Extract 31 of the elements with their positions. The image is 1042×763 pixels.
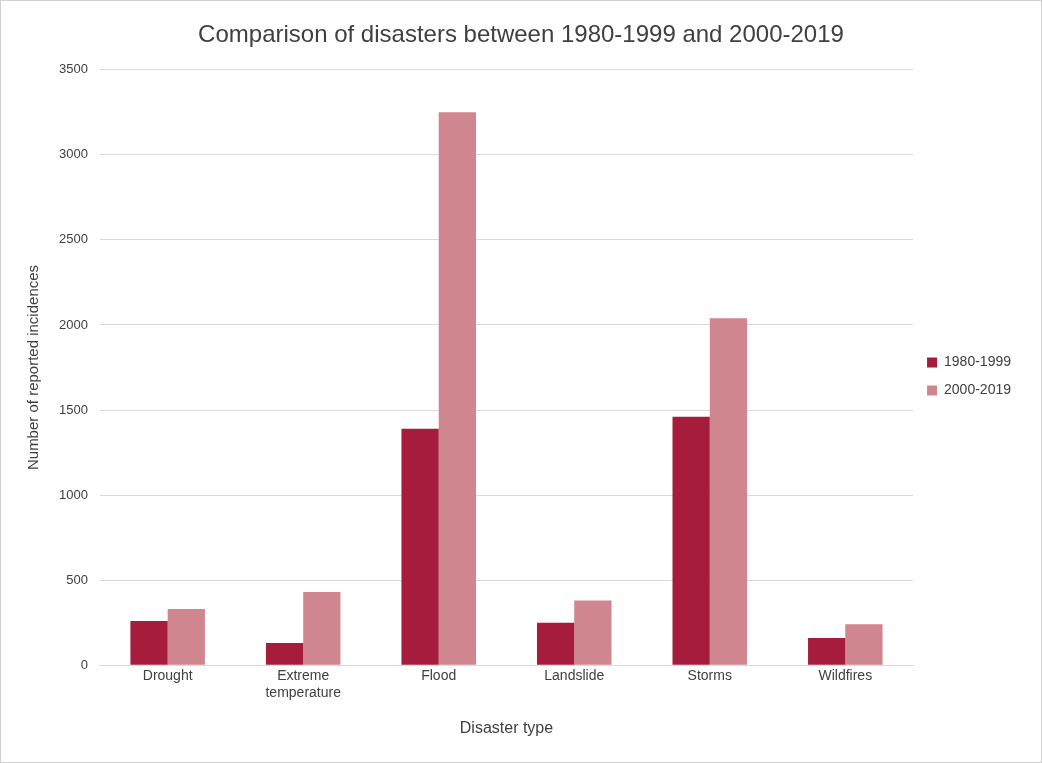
bar [265, 643, 304, 665]
x-tick-label: Extreme temperature [265, 667, 342, 701]
y-tick-label: 3000 [59, 146, 88, 162]
legend-label: 1980-1999 [944, 353, 1012, 370]
bar [167, 609, 205, 665]
bar [303, 592, 341, 665]
bar [574, 600, 612, 665]
bar [709, 318, 748, 665]
bar [672, 416, 710, 665]
x-tick-label: Landslide [544, 667, 605, 684]
y-tick-label: 2500 [59, 231, 88, 247]
bar [845, 624, 883, 665]
x-tick-label: Wildfires [818, 667, 873, 684]
y-tick-label: 1000 [59, 486, 88, 502]
y-tick-label: 500 [66, 571, 88, 587]
x-tick-label: Storms [687, 667, 732, 684]
bar [401, 428, 439, 665]
y-tick-label: 3500 [59, 61, 88, 77]
bar [130, 620, 168, 665]
bar [536, 622, 575, 665]
y-tick-label: 0 [80, 656, 88, 672]
x-tick-label: Flood [421, 667, 457, 684]
chart-title: Comparison of disasters between 1980-1999 and 2000-2019 [198, 20, 844, 48]
x-axis-title: Disaster type [459, 718, 554, 736]
y-tick-label: 2000 [59, 316, 88, 332]
bar [808, 637, 846, 665]
y-tick-label: 1500 [59, 401, 88, 417]
bar [438, 112, 476, 665]
x-tick-label: Drought [142, 667, 193, 684]
legend-label: 2000-2019 [944, 381, 1012, 398]
y-axis-title: Number of reported incidences [24, 264, 42, 471]
